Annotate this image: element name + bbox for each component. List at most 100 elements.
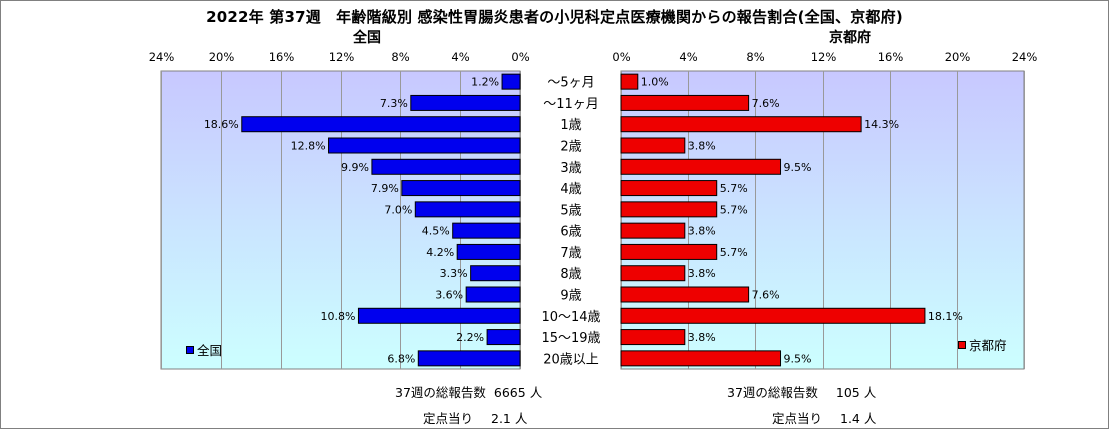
kyoto-data-label: 5.7% xyxy=(720,246,748,259)
national-tick-label: 8% xyxy=(391,50,409,64)
national-total-unit: 人 xyxy=(529,385,543,400)
national-bar xyxy=(452,222,521,239)
kyoto-bar xyxy=(620,307,926,324)
kyoto-data-label: 7.6% xyxy=(752,289,780,302)
national-legend: 全国 xyxy=(186,340,222,359)
national-data-label: 9.9% xyxy=(341,161,369,174)
kyoto-legend-label: 京都府 xyxy=(969,338,1007,353)
national-bar xyxy=(371,158,521,175)
national-total-reports: 37週の総報告数 6665 人 xyxy=(395,382,542,401)
category-label: 10～14歳 xyxy=(541,310,600,325)
national-data-label: 4.2% xyxy=(426,246,454,259)
national-data-label: 7.0% xyxy=(384,203,412,216)
category-label: ～5ヶ月 xyxy=(547,76,594,91)
kyoto-total-value: 105 xyxy=(835,385,860,400)
chart-title: 2022年 第37週 年齢階級別 感染性胃腸炎患者の小児科定点医療機関からの報告… xyxy=(206,8,903,26)
national-bar xyxy=(410,94,521,111)
category-label: 6歳 xyxy=(560,225,581,240)
kyoto-legend-swatch xyxy=(958,340,966,349)
kyoto-data-label: 9.5% xyxy=(784,161,812,174)
national-data-label: 7.9% xyxy=(371,182,399,195)
kyoto-data-label: 7.6% xyxy=(752,97,780,110)
national-tick-label: 20% xyxy=(209,50,235,64)
national-per-site: 定点当り 2.1 人 xyxy=(423,408,527,427)
kyoto-data-label: 1.0% xyxy=(641,76,669,89)
national-bar xyxy=(328,137,521,154)
national-data-label: 2.2% xyxy=(456,331,484,344)
national-bar xyxy=(501,73,521,90)
kyoto-bar xyxy=(620,158,782,175)
national-data-label: 1.2% xyxy=(471,76,499,89)
national-per-value: 2.1 xyxy=(491,411,511,426)
national-bar xyxy=(414,201,521,218)
national-tick-label: 16% xyxy=(269,50,295,64)
kyoto-bar xyxy=(620,94,750,111)
kyoto-tick-label: 24% xyxy=(1012,50,1038,64)
national-tick-label: 0% xyxy=(511,50,529,64)
kyoto-tick-label: 0% xyxy=(612,50,630,64)
national-bar xyxy=(357,307,521,324)
category-label: 3歳 xyxy=(560,161,581,176)
kyoto-plot: 0% 4% 8% 12% 16% 20% 24% 1.0% 7.6% 14.3% 3.8% 9.5% 5… xyxy=(612,50,1038,370)
national-tick-label: 12% xyxy=(329,50,355,64)
national-bar xyxy=(456,243,521,260)
kyoto-per-value: 1.4 xyxy=(840,411,860,426)
kyoto-plot-area xyxy=(620,70,1025,370)
kyoto-bar xyxy=(620,286,750,303)
national-data-label: 3.3% xyxy=(440,267,468,280)
national-tick-label: 4% xyxy=(451,50,469,64)
kyoto-tick-label: 4% xyxy=(679,50,697,64)
kyoto-tick-label: 20% xyxy=(945,50,971,64)
kyoto-bar xyxy=(620,180,718,197)
kyoto-legend: 京都府 xyxy=(958,335,1007,354)
category-label: 15～19歳 xyxy=(541,331,600,346)
category-label: 5歳 xyxy=(560,203,581,218)
national-data-label: 12.8% xyxy=(291,140,326,153)
kyoto-bar xyxy=(620,350,782,367)
kyoto-bar xyxy=(620,265,686,282)
kyoto-tick-label: 8% xyxy=(746,50,764,64)
national-bar xyxy=(470,265,521,282)
kyoto-per-label: 定点当り xyxy=(772,411,823,426)
category-label: 2歳 xyxy=(560,140,581,155)
kyoto-bar xyxy=(620,116,862,133)
kyoto-data-label: 9.5% xyxy=(784,352,812,365)
category-label: 7歳 xyxy=(560,246,581,261)
kyoto-panel-title: 京都府 xyxy=(829,30,871,46)
national-data-label: 18.6% xyxy=(204,118,239,131)
national-bar xyxy=(241,116,521,133)
kyoto-data-label: 3.8% xyxy=(688,331,716,344)
national-bar xyxy=(486,329,521,346)
kyoto-data-label: 14.3% xyxy=(864,118,899,131)
kyoto-bar xyxy=(620,73,639,90)
national-bar xyxy=(401,180,521,197)
category-labels: ～5ヶ月 ～11ヶ月 1歳 2歳 3歳 4歳 5歳 6歳 7歳 8歳 9歳 10～14歳 15～19歳 2… xyxy=(541,76,600,368)
kyoto-bar xyxy=(620,201,718,218)
category-label: 1歳 xyxy=(560,118,581,133)
national-total-label: 37週の総報告数 xyxy=(395,385,486,400)
kyoto-data-label: 3.8% xyxy=(688,267,716,280)
national-tick-label: 24% xyxy=(149,50,175,64)
national-panel-title: 全国 xyxy=(353,30,381,46)
kyoto-total-unit: 人 xyxy=(863,385,877,400)
kyoto-bar xyxy=(620,243,718,260)
national-data-label: 7.3% xyxy=(380,97,408,110)
kyoto-bar xyxy=(620,137,686,154)
kyoto-data-label: 3.8% xyxy=(688,140,716,153)
national-plot-area xyxy=(160,70,521,370)
kyoto-per-site: 定点当り 1.4 人 xyxy=(772,408,876,427)
national-data-label: 4.5% xyxy=(422,225,450,238)
kyoto-per-unit: 人 xyxy=(863,411,877,426)
national-data-label: 3.6% xyxy=(435,289,463,302)
national-bar xyxy=(417,350,521,367)
kyoto-data-label: 5.7% xyxy=(720,203,748,216)
kyoto-tick-label: 16% xyxy=(878,50,904,64)
category-label: 20歳以上 xyxy=(543,352,599,367)
category-label: 9歳 xyxy=(560,289,581,304)
category-label: ～11ヶ月 xyxy=(543,97,599,112)
national-per-label: 定点当り xyxy=(423,411,474,426)
national-data-label: 6.8% xyxy=(387,352,415,365)
kyoto-data-label: 3.8% xyxy=(688,225,716,238)
kyoto-total-reports: 37週の総報告数 105 人 xyxy=(727,382,876,401)
